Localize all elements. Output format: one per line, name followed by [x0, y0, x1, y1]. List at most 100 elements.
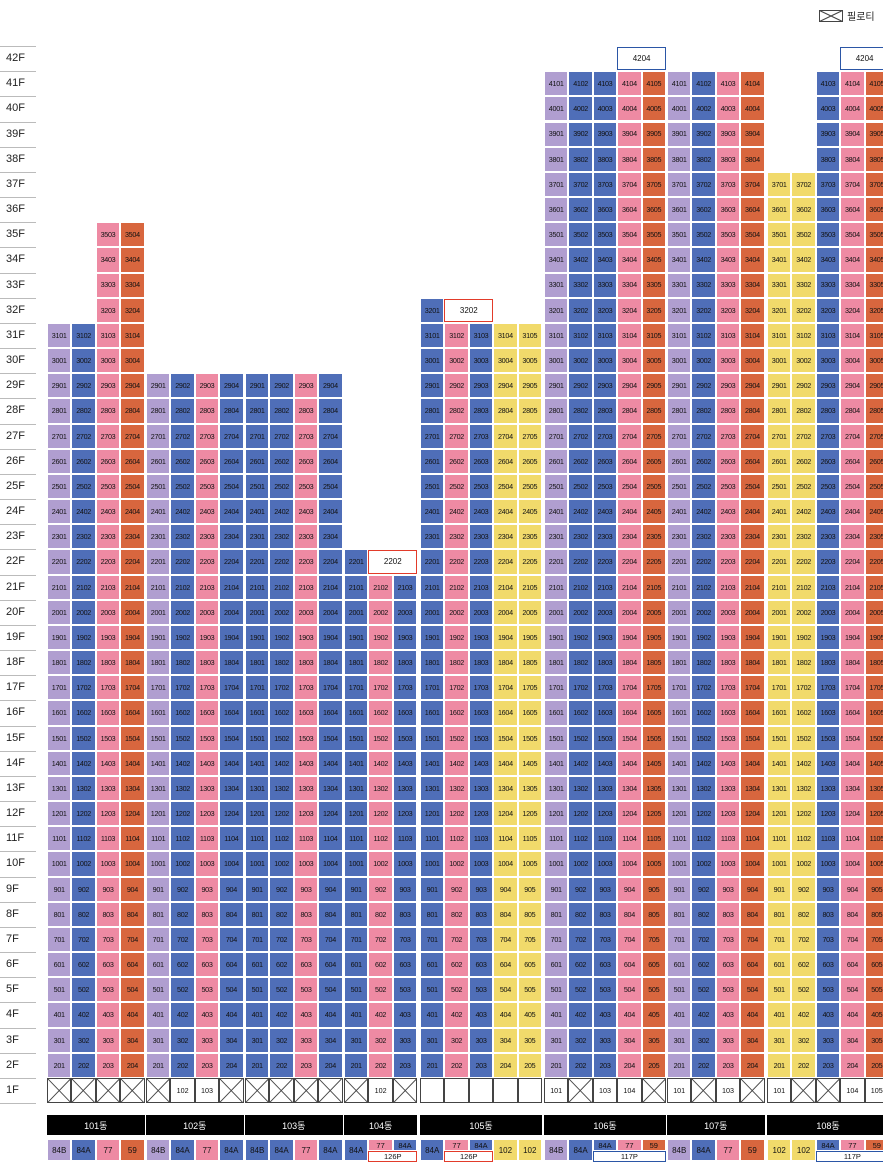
- unit-cell: 2103: [293, 574, 319, 600]
- unit-cell: 703: [815, 926, 841, 953]
- unit-cell: 2501: [146, 473, 171, 500]
- unit-cell: 1401: [47, 750, 72, 776]
- unit-cell: 2301: [767, 524, 792, 550]
- floor-divider: [0, 750, 36, 752]
- unit-cell: 3605: [864, 197, 883, 223]
- unit-cell: 205: [641, 1052, 666, 1078]
- unit-cell: 1302: [71, 775, 96, 802]
- unit-cell: 3104: [120, 322, 145, 349]
- legend: 필로티: [819, 8, 875, 23]
- unit-cell: 1104: [740, 826, 765, 852]
- unit-cell: 601: [667, 952, 692, 978]
- legend-label: 필로티: [847, 12, 875, 23]
- unit-cell: 1201: [344, 801, 369, 827]
- unit-cell: 601: [245, 952, 270, 978]
- unit-cell: 3102: [444, 322, 469, 349]
- unit-cell: 803: [592, 901, 618, 927]
- unit-cell: 804: [493, 901, 518, 927]
- building-name: 101동: [47, 1115, 145, 1136]
- unit-cell: 3101: [667, 322, 692, 349]
- unit-cell: 2205: [864, 549, 883, 575]
- penthouse-unit: 2202: [368, 550, 418, 574]
- piloti-x-icon: [819, 9, 843, 22]
- unit-cell: 3604: [617, 197, 642, 223]
- unit-cell: 201: [47, 1052, 72, 1078]
- unit-cell: 3504: [617, 222, 642, 248]
- unit-cell: 701: [420, 926, 445, 953]
- unit-cell: 3501: [544, 222, 569, 248]
- unit-cell: 1902: [71, 624, 96, 651]
- unit-cell: 1902: [691, 624, 716, 651]
- unit-cell: 4004: [840, 96, 865, 122]
- unit-type: 84A: [420, 1139, 445, 1162]
- unit-cell: 1805: [641, 650, 666, 676]
- building-name: 106동: [544, 1115, 666, 1136]
- unit-cell: 1402: [568, 750, 593, 776]
- unit-cell: 2505: [641, 473, 666, 500]
- unit-cell: 1304: [219, 775, 244, 802]
- unit-cell: 1401: [245, 750, 270, 776]
- unit-cell: 2805: [517, 398, 542, 424]
- unit-cell: 2503: [468, 473, 494, 500]
- unit-cell: 2303: [468, 524, 494, 550]
- unit-cell: 2905: [517, 373, 542, 399]
- unit-cell: 2702: [444, 423, 469, 449]
- floor-label: 19F: [6, 630, 25, 643]
- unit-cell: 3703: [592, 171, 618, 197]
- unit-cell: 2102: [691, 574, 716, 600]
- unit-cell: 2401: [146, 499, 171, 525]
- unit-cell: 1303: [715, 775, 741, 802]
- unit-cell: 1505: [864, 725, 883, 751]
- unit-cell: 1003: [194, 851, 220, 877]
- unit-cell: 605: [864, 952, 883, 978]
- floor-divider: [0, 96, 36, 98]
- floor-divider: [0, 46, 36, 47]
- unit-cell: 1202: [71, 801, 96, 827]
- unit-cell: 3802: [691, 146, 716, 172]
- unit-type: 84B: [544, 1139, 569, 1162]
- unit-cell: 2502: [71, 473, 96, 500]
- unit-cell: 1302: [444, 775, 469, 802]
- unit-cell: 1702: [368, 675, 393, 701]
- unit-cell: 2303: [715, 524, 741, 550]
- floor-label: 16F: [6, 706, 25, 719]
- unit-cell: 3404: [740, 247, 765, 273]
- unit-cell: 3503: [815, 222, 841, 248]
- unit-cell: 402: [691, 1002, 716, 1028]
- unit-cell: 1001: [146, 851, 171, 877]
- unit-cell: 702: [568, 926, 593, 953]
- unit-cell: 804: [617, 901, 642, 927]
- floor-divider: [0, 1103, 36, 1105]
- unit-type: 77: [617, 1139, 642, 1152]
- unit-cell: 803: [194, 901, 220, 927]
- floor-divider: [0, 599, 36, 601]
- unit-cell: 1802: [170, 650, 195, 676]
- unit-cell: 2302: [170, 524, 195, 550]
- unit-cell: 1002: [791, 851, 816, 877]
- unit-cell: 504: [120, 977, 145, 1003]
- unit-cell: 1005: [641, 851, 666, 877]
- unit-cell: 503: [592, 977, 618, 1003]
- unit-cell: 3702: [568, 171, 593, 197]
- unit-cell: 2105: [641, 574, 666, 600]
- unit-cell: 2501: [667, 473, 692, 500]
- building-name: 104동: [344, 1115, 418, 1136]
- unit-cell: 402: [71, 1002, 96, 1028]
- unit-cell: 1403: [95, 750, 121, 776]
- unit-cell: 2404: [840, 499, 865, 525]
- unit-cell: 703: [592, 926, 618, 953]
- unit-cell: 1202: [444, 801, 469, 827]
- unit-type: 84B: [245, 1139, 270, 1162]
- unit-cell: 1105: [641, 826, 666, 852]
- unit-cell: 1705: [641, 675, 666, 701]
- unit-cell: 1102: [568, 826, 593, 852]
- unit-cell: 3801: [667, 146, 692, 172]
- unit-cell: 903: [592, 876, 618, 902]
- unit-cell: 2602: [444, 448, 469, 474]
- unit-cell: 1201: [767, 801, 792, 827]
- unit-cell: 1903: [293, 624, 319, 651]
- unit-cell: 3701: [767, 171, 792, 197]
- unit-cell: 401: [146, 1002, 171, 1028]
- unit-cell: 2304: [120, 524, 145, 550]
- unit-cell: 901: [544, 876, 569, 902]
